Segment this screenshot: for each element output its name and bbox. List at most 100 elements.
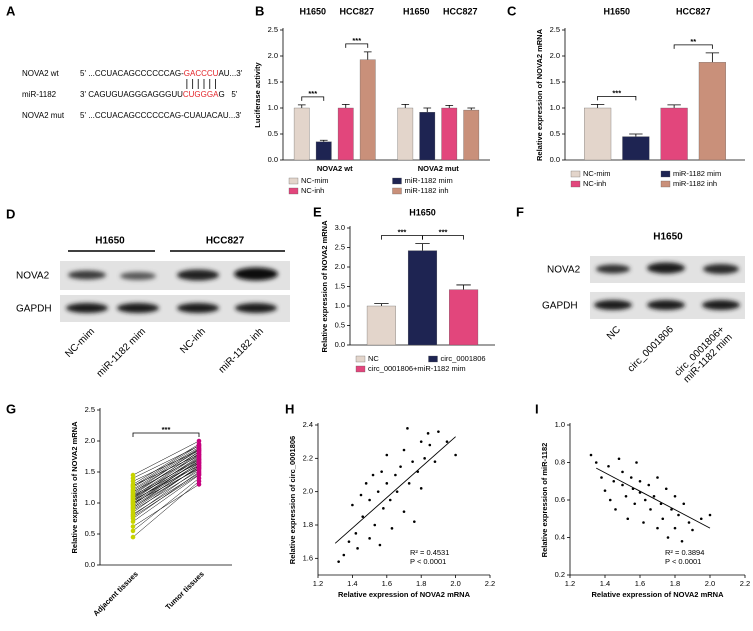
y-axis-label: Relative expression of circ_0001806 — [288, 436, 297, 564]
significance-label: *** — [439, 228, 448, 237]
point — [385, 482, 389, 485]
legend-swatch — [570, 170, 581, 178]
y-tick-label: 0.0 — [550, 155, 560, 164]
blot-title: H1650 — [653, 232, 683, 243]
error-bar — [341, 103, 350, 108]
group-header: HCC827 — [676, 6, 711, 16]
point — [624, 494, 628, 498]
point — [687, 521, 691, 524]
point — [130, 483, 136, 489]
point — [130, 472, 136, 478]
y-tick-label: 2.0 — [303, 487, 313, 496]
pair-line — [132, 463, 200, 505]
pair-line — [132, 465, 200, 501]
y-tick-label: 0.5 — [550, 129, 560, 138]
legend-label: NC-mim — [301, 176, 329, 185]
lane-label: NC-mim — [63, 326, 97, 360]
point — [196, 482, 202, 487]
legend-swatch — [428, 355, 438, 363]
y-axis-label: Relative expression of NOVA2 mRNA — [535, 28, 544, 161]
y-tick-label: 1.0 — [85, 498, 95, 507]
y-tick-label: 0.2 — [555, 570, 565, 579]
panel-label: H — [285, 401, 294, 416]
significance-bracket — [597, 95, 637, 101]
point — [708, 513, 712, 517]
pair-line — [132, 470, 200, 511]
pair-line — [132, 455, 200, 493]
panel-label: E — [313, 204, 322, 219]
point — [347, 540, 351, 543]
error-bar — [374, 303, 389, 306]
pair-line — [132, 448, 200, 490]
panel-label: D — [6, 206, 15, 221]
legend-swatch — [392, 177, 402, 185]
annotation: R² = 0.4531 — [410, 548, 449, 557]
pair-line — [132, 443, 200, 485]
x-tick-label: 1.8 — [670, 579, 680, 588]
point — [354, 532, 358, 535]
error-bar — [467, 107, 476, 111]
row-label: NOVA2 — [547, 265, 581, 276]
point — [385, 453, 389, 457]
point — [402, 510, 406, 513]
y-tick-label: 2.5 — [550, 25, 560, 34]
legend-label: NC-inh — [583, 179, 606, 188]
point — [406, 427, 409, 430]
point — [407, 482, 411, 485]
legend-label: NC — [368, 354, 379, 363]
pair-line — [132, 468, 200, 516]
legend-swatch — [660, 180, 671, 188]
y-tick-label: 2.0 — [268, 51, 278, 60]
panel-label: B — [255, 3, 264, 18]
significance-bracket — [132, 432, 200, 437]
bar — [698, 62, 726, 161]
pair-line — [132, 465, 200, 513]
y-tick-label: 1.0 — [335, 301, 345, 310]
legend-swatch — [288, 187, 299, 195]
point — [677, 513, 680, 517]
point — [394, 473, 397, 477]
x-tick-label: 2.2 — [485, 579, 495, 588]
point — [368, 498, 371, 502]
legend-label: NC-inh — [301, 186, 324, 195]
chart-title: H1650 — [409, 207, 436, 217]
point — [196, 465, 202, 470]
point — [664, 487, 668, 491]
seq-part: AU...3' — [218, 69, 242, 78]
annotation: R² = 0.3894 — [665, 548, 704, 557]
point — [419, 440, 423, 443]
pair-line — [132, 457, 200, 499]
point — [376, 490, 380, 493]
point — [130, 528, 136, 534]
point — [196, 443, 202, 448]
point — [670, 508, 673, 511]
bar — [622, 136, 650, 161]
point — [617, 457, 621, 461]
y-tick-label: 0.8 — [555, 457, 565, 466]
point — [589, 453, 593, 457]
y-tick-label: 0.5 — [268, 129, 278, 138]
point — [196, 455, 202, 461]
point — [382, 507, 385, 510]
bar — [366, 305, 396, 346]
y-tick-label: 1.5 — [268, 77, 278, 86]
point — [364, 482, 368, 485]
point — [656, 476, 659, 479]
pair-line — [132, 440, 200, 476]
point — [699, 517, 703, 521]
group-header: HCC827 — [443, 6, 478, 16]
y-tick-label: 3.0 — [335, 223, 345, 232]
pair-line — [132, 445, 200, 479]
significance-bracket — [345, 43, 369, 48]
pair-line — [132, 445, 200, 487]
point — [642, 521, 645, 524]
bar — [463, 109, 480, 161]
point — [395, 490, 399, 493]
bar — [449, 289, 479, 346]
group-header: H1650 — [95, 236, 125, 247]
lane-label: miR-1182 mim — [95, 326, 148, 379]
y-tick-label: 0.6 — [555, 495, 565, 504]
significance-label: *** — [162, 425, 171, 434]
seq-part: 5' ...CCUACAGCCCCCCAG- — [80, 69, 184, 78]
